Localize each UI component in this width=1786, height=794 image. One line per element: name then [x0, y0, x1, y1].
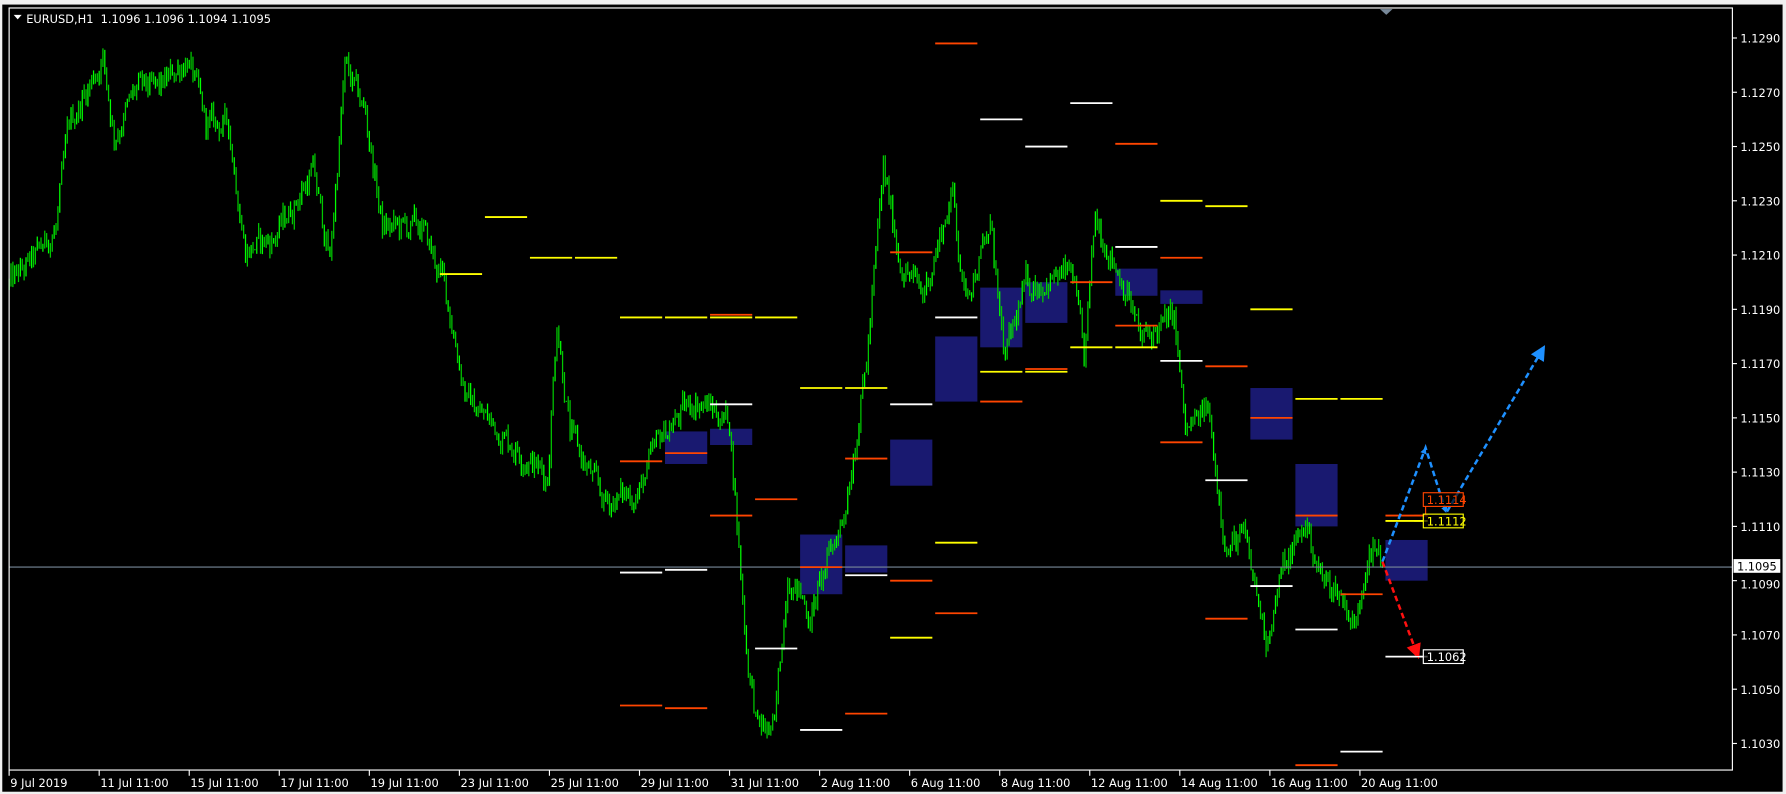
y-tick-label: 1.1230 — [1740, 194, 1780, 208]
chart-background — [2, 4, 1783, 792]
box-layer — [665, 268, 1428, 595]
x-tick-label: 20 Aug 11:00 — [1361, 776, 1438, 790]
current-price-badge — [1733, 559, 1781, 573]
price-label-text: 1.1114 — [1427, 493, 1467, 507]
zone-box — [935, 336, 978, 402]
price-bars — [8, 48, 1384, 739]
y-tick-label: 1.1090 — [1740, 578, 1780, 592]
y-tick-label: 1.1110 — [1740, 520, 1780, 534]
zone-box — [1250, 388, 1293, 440]
x-tick-label: 16 Aug 11:00 — [1271, 776, 1348, 790]
y-tick-label: 1.1210 — [1740, 249, 1780, 263]
symbol-menu-icon[interactable] — [13, 14, 22, 20]
y-tick-label: 1.1150 — [1740, 411, 1780, 425]
zone-box — [845, 545, 888, 573]
current-price-label: 1.1095 — [1737, 560, 1777, 574]
zone-box — [1115, 268, 1158, 296]
price-label-box — [1422, 492, 1464, 507]
y-tick-label: 1.1130 — [1740, 466, 1780, 480]
price-label-layer: 1.1114 1.1112 1.1062 — [1414, 492, 1467, 665]
x-tick-label: 14 Aug 11:00 — [1181, 776, 1258, 790]
x-tick-label: 8 Aug 11:00 — [1001, 776, 1071, 790]
price-label-text: 1.1112 — [1427, 515, 1467, 529]
price-label-text: 1.1062 — [1427, 650, 1467, 664]
x-tick-label: 2 Aug 11:00 — [821, 776, 891, 790]
arrowhead-icon — [1441, 506, 1448, 513]
x-tick-label: 23 Jul 11:00 — [461, 776, 529, 790]
price-label-box — [1422, 649, 1464, 665]
zone-box — [1295, 463, 1338, 527]
arrowhead-icon — [1420, 447, 1427, 455]
symbol-header: EURUSD,H1 1.1096 1.1096 1.1094 1.1095 — [26, 12, 271, 26]
time-axis[interactable]: 9 Jul 2019 11 Jul 11:00 15 Jul 11:00 17 Jul… — [8, 770, 1438, 790]
zone-box — [1160, 290, 1203, 304]
projection-arrows — [1381, 345, 1546, 659]
zone-box — [665, 431, 708, 464]
y-tick-label: 1.1070 — [1740, 628, 1780, 642]
x-tick-label: 15 Jul 11:00 — [190, 776, 258, 790]
x-tick-label: 25 Jul 11:00 — [551, 776, 619, 790]
bearish-projection-arrow[interactable] — [1381, 561, 1421, 659]
x-tick-label: 11 Jul 11:00 — [100, 776, 168, 790]
y-tick-label: 1.1170 — [1740, 357, 1780, 371]
y-tick-label: 1.1050 — [1740, 683, 1780, 697]
price-axis[interactable]: 1.1290 1.1270 1.1250 1.1230 1.1210 1.1190 1.11… — [1732, 32, 1780, 751]
y-tick-label: 1.1270 — [1740, 86, 1780, 100]
x-tick-label: 12 Aug 11:00 — [1091, 776, 1168, 790]
scroll-marker-icon[interactable] — [1379, 9, 1393, 15]
x-tick-label: 17 Jul 11:00 — [280, 776, 348, 790]
plot-frame — [8, 7, 1733, 771]
bullish-projection-arrow[interactable] — [1381, 345, 1546, 563]
x-tick-label: 19 Jul 11:00 — [370, 776, 438, 790]
y-tick-label: 1.1190 — [1740, 303, 1780, 317]
zone-box — [1385, 539, 1428, 581]
x-tick-label: 31 Jul 11:00 — [731, 776, 799, 790]
zone-box — [890, 439, 933, 486]
y-tick-label: 1.1290 — [1740, 32, 1780, 46]
x-tick-label: 6 Aug 11:00 — [911, 776, 981, 790]
level-layer — [439, 42, 1428, 767]
y-tick-label: 1.1030 — [1740, 737, 1780, 751]
price-label-box — [1422, 513, 1464, 529]
x-tick-label: 29 Jul 11:00 — [641, 776, 709, 790]
x-tick-label: 9 Jul 2019 — [10, 776, 67, 790]
y-tick-label: 1.1250 — [1740, 140, 1780, 154]
